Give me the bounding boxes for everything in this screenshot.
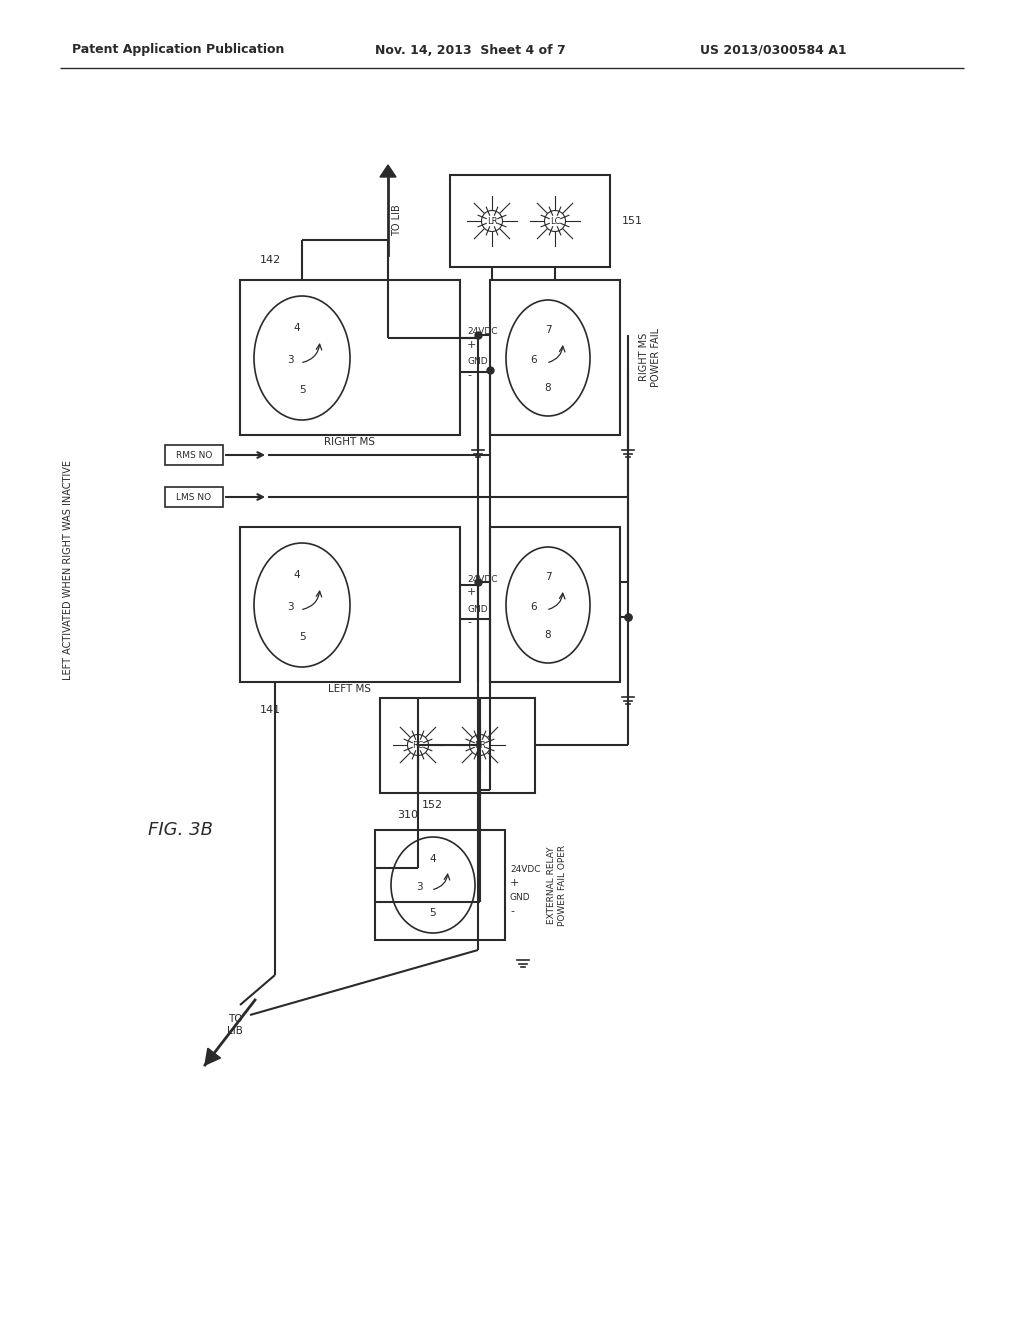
Text: 24VDC: 24VDC [467, 327, 498, 337]
Text: 6: 6 [530, 355, 538, 366]
Text: 7: 7 [545, 572, 551, 582]
Text: 142: 142 [260, 255, 282, 265]
Bar [490, 280, 620, 436]
Text: GND: GND [510, 894, 530, 903]
Polygon shape [380, 165, 396, 177]
Text: 3: 3 [287, 355, 293, 366]
Text: FIG. 3B: FIG. 3B [148, 821, 213, 840]
Text: TO
LIB: TO LIB [227, 1014, 243, 1036]
Text: RIGHT MS
POWER FAIL: RIGHT MS POWER FAIL [639, 327, 660, 387]
Text: 8: 8 [545, 630, 551, 640]
Bar [240, 527, 460, 682]
Ellipse shape [254, 296, 350, 420]
Text: LC: LC [550, 216, 560, 226]
Text: LEFT MS: LEFT MS [329, 684, 372, 694]
Text: 4: 4 [294, 570, 300, 579]
Ellipse shape [254, 543, 350, 667]
Bar [165, 487, 223, 507]
Text: GND: GND [467, 605, 487, 614]
Text: 3: 3 [416, 882, 422, 892]
Text: 151: 151 [622, 216, 643, 226]
Text: 152: 152 [422, 800, 443, 810]
Text: +: + [467, 587, 476, 597]
Ellipse shape [506, 546, 590, 663]
Text: TO LIB: TO LIB [392, 205, 402, 236]
Text: -: - [467, 616, 471, 627]
Text: 5: 5 [430, 908, 436, 917]
Text: 24VDC: 24VDC [510, 866, 541, 874]
Text: -: - [467, 370, 471, 380]
Text: 6: 6 [530, 602, 538, 612]
Text: 24VDC: 24VDC [467, 574, 498, 583]
Text: 5: 5 [299, 385, 305, 395]
Bar [165, 445, 223, 465]
Text: 141: 141 [260, 705, 282, 715]
Text: GND: GND [467, 358, 487, 367]
Text: +: + [467, 341, 476, 350]
Text: LR: LR [486, 216, 498, 226]
Text: 310: 310 [397, 810, 418, 820]
Text: 5: 5 [299, 632, 305, 642]
Text: +: + [510, 878, 519, 888]
Text: RC: RC [413, 741, 424, 750]
Text: US 2013/0300584 A1: US 2013/0300584 A1 [700, 44, 847, 57]
Polygon shape [205, 1048, 220, 1065]
Text: LMS NO: LMS NO [176, 492, 212, 502]
Text: 7: 7 [545, 325, 551, 335]
Bar [380, 698, 535, 793]
Text: -: - [510, 906, 514, 916]
Text: 4: 4 [430, 854, 436, 865]
Text: 4: 4 [294, 323, 300, 333]
Ellipse shape [391, 837, 475, 933]
Text: Patent Application Publication: Patent Application Publication [72, 44, 285, 57]
Text: RIGHT MS: RIGHT MS [325, 437, 376, 447]
Text: 8: 8 [545, 383, 551, 393]
Text: RR: RR [474, 741, 485, 750]
Text: EXTERNAL RELAY
POWER FAIL OPER: EXTERNAL RELAY POWER FAIL OPER [547, 845, 566, 925]
Bar [375, 830, 505, 940]
Ellipse shape [506, 300, 590, 416]
Text: 3: 3 [287, 602, 293, 612]
Text: Nov. 14, 2013  Sheet 4 of 7: Nov. 14, 2013 Sheet 4 of 7 [375, 44, 565, 57]
Text: LEFT ACTIVATED WHEN RIGHT WAS INACTIVE: LEFT ACTIVATED WHEN RIGHT WAS INACTIVE [63, 459, 73, 680]
Text: RMS NO: RMS NO [176, 450, 212, 459]
Bar [450, 176, 610, 267]
Bar [490, 527, 620, 682]
Bar [240, 280, 460, 436]
